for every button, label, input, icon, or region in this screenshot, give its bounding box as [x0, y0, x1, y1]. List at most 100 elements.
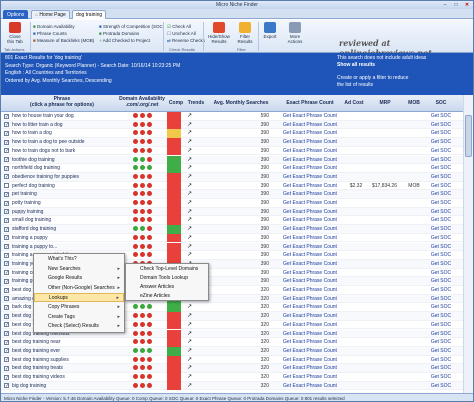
table-row[interactable]: best dog training ever ↗ 320 Get Exact Phra… [1, 346, 463, 356]
trend-chart-icon[interactable]: ↗ [187, 182, 193, 189]
soc-link[interactable]: Get SOC [430, 295, 452, 302]
exact-phrase-link[interactable]: Get Exact Phrase Count [283, 304, 337, 311]
submenu-item[interactable]: Answer Articles [140, 284, 175, 290]
availability-dot-icon[interactable] [146, 156, 152, 162]
hide-show-button[interactable]: Hide/Show Results [207, 22, 231, 44]
table-row[interactable]: bark dog training ↗ 320 Get Exact Phrase Co… [1, 303, 463, 313]
availability-dot-icon[interactable] [139, 365, 145, 371]
row-checkbox[interactable] [4, 173, 9, 181]
phrase-link[interactable]: training a puppy [12, 234, 48, 241]
availability-dot-icon[interactable] [132, 165, 138, 171]
phrase-link[interactable]: training your dog [12, 260, 50, 267]
row-checkbox[interactable] [4, 165, 9, 173]
col-domain[interactable]: Domain Availability .com/.org/.net [119, 96, 165, 108]
row-checkbox[interactable] [4, 217, 9, 225]
row-checkbox[interactable] [4, 234, 9, 242]
phrase-link[interactable]: how to litter train a dog [12, 121, 63, 128]
row-checkbox[interactable] [4, 191, 9, 199]
col-ams[interactable]: Avg. Monthly Searches [213, 100, 269, 106]
table-row[interactable]: big dog training ↗ 320 Get Exact Phrase Cou… [1, 381, 463, 391]
availability-dot-icon[interactable] [132, 243, 138, 249]
phrase-counts-button[interactable]: ■ Phrase Counts [33, 31, 67, 37]
availability-dot-icon[interactable] [139, 130, 145, 136]
col-eps[interactable]: Exact Phrase Count [286, 100, 334, 106]
trend-chart-icon[interactable]: ↗ [187, 217, 193, 224]
soc-link[interactable]: Get SOC [430, 347, 452, 354]
exact-phrase-link[interactable]: Get Exact Phrase Count [283, 234, 337, 241]
row-checkbox[interactable] [4, 365, 9, 373]
maximize-icon[interactable]: □ [454, 2, 458, 8]
table-row[interactable]: training a puppy to... ↗ 390 Get Exact Phra… [1, 242, 463, 252]
phrase-link[interactable]: obedience training for puppies [12, 173, 79, 180]
tab-home-page[interactable]: ⌂ Home Page [31, 10, 70, 19]
availability-dot-icon[interactable] [139, 165, 145, 171]
availability-dot-icon[interactable] [146, 234, 152, 240]
table-row[interactable]: how to train a dog to pee outside ↗ 390 Get… [1, 138, 463, 147]
trend-chart-icon[interactable]: ↗ [187, 330, 193, 337]
row-checkbox[interactable] [4, 347, 9, 355]
availability-dot-icon[interactable] [132, 234, 138, 240]
availability-dot-icon[interactable] [146, 200, 152, 205]
table-row[interactable]: obedience training for puppies ↗ 390 Get Ex… [1, 172, 463, 182]
soc-link[interactable]: Get SOC [430, 130, 452, 137]
availability-dot-icon[interactable] [146, 191, 152, 197]
row-checkbox[interactable] [4, 321, 9, 329]
availability-dot-icon[interactable] [146, 165, 152, 171]
exact-phrase-link[interactable]: Get Exact Phrase Count [283, 330, 337, 337]
soc-link[interactable]: Get SOC [430, 339, 452, 346]
availability-dot-icon[interactable] [146, 226, 152, 232]
row-checkbox[interactable] [4, 208, 9, 216]
trend-chart-icon[interactable]: ↗ [187, 173, 193, 180]
soc-link[interactable]: Get SOC [430, 321, 452, 328]
exact-phrase-link[interactable]: Get Exact Phrase Count [283, 147, 337, 154]
close-window-icon[interactable]: ✕ [464, 2, 470, 8]
phrase-link[interactable]: pet training [12, 191, 37, 198]
availability-dot-icon[interactable] [139, 208, 145, 214]
availability-dot-icon[interactable] [139, 121, 145, 127]
availability-dot-icon[interactable] [139, 330, 145, 336]
availability-dot-icon[interactable] [132, 217, 138, 223]
phrase-link[interactable]: perfect dog training [12, 182, 55, 189]
availability-dot-icon[interactable] [139, 113, 145, 118]
soc-link[interactable]: Get SOC [430, 269, 452, 276]
availability-dot-icon[interactable] [146, 147, 152, 153]
tab-dog-training[interactable]: dog training [72, 10, 107, 19]
soc-link[interactable]: Get SOC [430, 356, 452, 363]
availability-dot-icon[interactable] [146, 252, 152, 258]
phrase-link[interactable]: puppy training [12, 208, 44, 215]
phrase-link[interactable]: bark dog training [12, 304, 50, 311]
availability-dot-icon[interactable] [139, 147, 145, 153]
trend-chart-icon[interactable]: ↗ [187, 208, 193, 215]
availability-dot-icon[interactable] [132, 321, 138, 327]
soc-link[interactable]: Get SOC [430, 260, 452, 267]
submenu-item[interactable]: eZine Articles [140, 293, 171, 299]
phrase-link[interactable]: small dog training [12, 217, 52, 224]
table-row[interactable]: how to house train your dog ↗ 590 Get Exact… [1, 112, 463, 121]
table-row[interactable]: northfield dog training ↗ 390 Get Exact Phr… [1, 164, 463, 173]
availability-dot-icon[interactable] [132, 347, 138, 353]
exact-phrase-link[interactable]: Get Exact Phrase Count [283, 165, 337, 172]
table-row[interactable]: best dog training treats ↗ 320 Get Exact Ph… [1, 364, 463, 373]
exact-phrase-link[interactable]: Get Exact Phrase Count [283, 121, 337, 128]
exact-phrase-link[interactable]: Get Exact Phrase Count [283, 365, 337, 372]
soc-link[interactable]: Get SOC [430, 182, 452, 189]
availability-dot-icon[interactable] [132, 156, 138, 162]
availability-dot-icon[interactable] [139, 304, 145, 310]
trend-chart-icon[interactable]: ↗ [187, 356, 193, 363]
trend-chart-icon[interactable]: ↗ [187, 165, 193, 172]
trend-chart-icon[interactable]: ↗ [187, 321, 193, 328]
exact-phrase-link[interactable]: Get Exact Phrase Count [283, 252, 337, 259]
col-adcost[interactable]: Ad Cost [344, 100, 364, 106]
availability-dot-icon[interactable] [139, 139, 145, 145]
exact-phrase-link[interactable]: Get Exact Phrase Count [283, 382, 337, 389]
row-checkbox[interactable] [4, 156, 9, 164]
trend-chart-icon[interactable]: ↗ [187, 130, 193, 137]
row-checkbox[interactable] [4, 121, 9, 129]
trend-chart-icon[interactable]: ↗ [187, 156, 193, 163]
context-menu-item[interactable]: New Searches ▸ [34, 265, 124, 274]
add-to-project-button[interactable]: + Add Checked to Project [99, 38, 150, 44]
trend-chart-icon[interactable]: ↗ [187, 147, 193, 154]
availability-dot-icon[interactable] [146, 139, 152, 145]
row-checkbox[interactable] [4, 269, 9, 277]
soc-link[interactable]: Get SOC [430, 234, 452, 241]
